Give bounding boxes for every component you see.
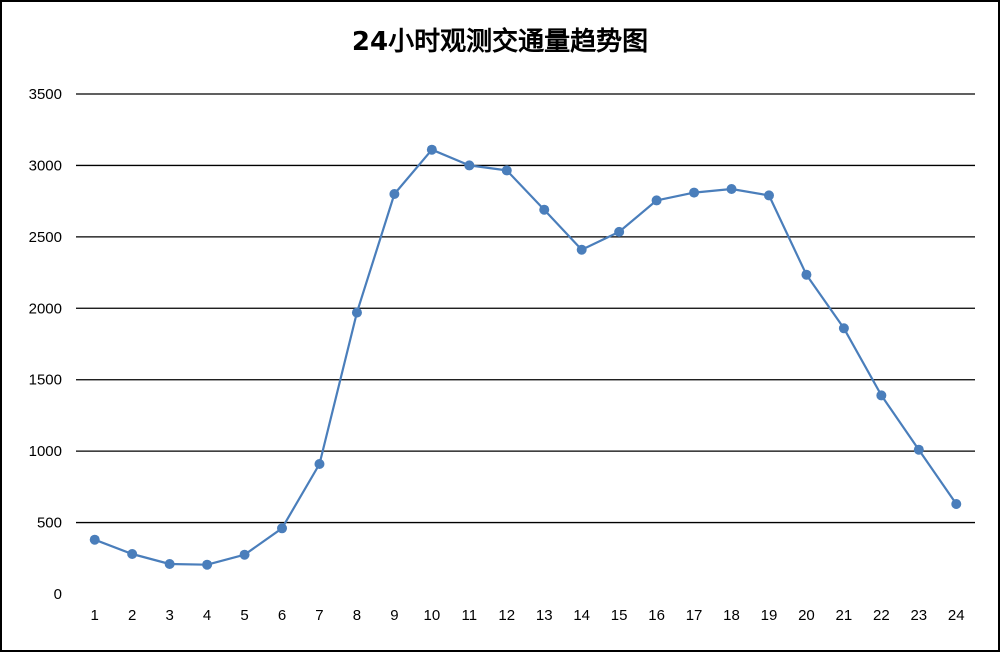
- x-tick-label: 13: [536, 607, 553, 624]
- data-point: [614, 226, 625, 237]
- y-tick-label: 500: [37, 515, 62, 532]
- data-point: [389, 189, 400, 199]
- data-point: [913, 444, 924, 455]
- x-tick-label: 16: [648, 607, 665, 624]
- y-tick-label: 1000: [29, 443, 62, 460]
- y-tick-label: 3000: [29, 157, 62, 174]
- data-point: [576, 244, 587, 255]
- x-tick-label: 18: [723, 607, 740, 624]
- x-tick-label: 6: [278, 607, 286, 624]
- x-tick-label: 7: [315, 607, 323, 624]
- x-tick-label: 21: [836, 607, 853, 624]
- x-tick-label: 24: [948, 607, 965, 624]
- y-axis-ticks: 0 500 1000 1500 2000 2500 3000 3500: [29, 86, 62, 603]
- x-tick-label: 9: [390, 607, 398, 624]
- data-point: [239, 549, 250, 560]
- data-point: [464, 160, 475, 171]
- data-point: [801, 269, 812, 280]
- x-tick-label: 17: [686, 607, 703, 624]
- data-point: [876, 390, 887, 401]
- x-tick-label: 4: [203, 607, 211, 624]
- x-tick-label: 15: [611, 607, 628, 624]
- data-point: [501, 165, 512, 176]
- data-point: [426, 144, 437, 155]
- y-tick-label: 0: [54, 586, 62, 603]
- x-tick-label: 12: [498, 607, 515, 624]
- data-point: [651, 195, 662, 206]
- x-tick-label: 2: [128, 607, 136, 624]
- x-tick-label: 8: [353, 607, 361, 624]
- y-tick-label: 2000: [29, 300, 62, 317]
- chart-title: 24小时观测交通量趋势图: [352, 26, 648, 57]
- data-point: [951, 499, 962, 509]
- data-point: [202, 559, 213, 570]
- gridlines: [76, 93, 975, 595]
- y-tick-label: 1500: [29, 372, 62, 389]
- data-point: [164, 559, 175, 569]
- x-tick-label: 10: [424, 607, 441, 624]
- x-tick-label: 19: [761, 607, 778, 624]
- x-tick-label: 23: [910, 607, 927, 624]
- x-tick-label: 1: [91, 607, 99, 624]
- data-point: [89, 534, 100, 545]
- x-tick-label: 5: [240, 607, 248, 624]
- data-point: [763, 190, 774, 201]
- data-point: [689, 187, 700, 198]
- data-point: [539, 204, 550, 215]
- x-tick-label: 11: [462, 607, 478, 624]
- series-line: [94, 148, 958, 566]
- x-axis-ticks: 1 2 3 4 5 6 7 8 9 10 11 12 13 14 15 16 17 18 19 20 21 22 23 24: [91, 607, 965, 624]
- x-tick-label: 14: [573, 607, 590, 624]
- x-tick-label: 22: [873, 607, 890, 624]
- data-point: [314, 459, 325, 469]
- data-point: [127, 549, 138, 559]
- series-group: [89, 144, 962, 570]
- x-tick-label: 20: [798, 607, 815, 624]
- data-point: [726, 184, 737, 194]
- data-point: [351, 307, 362, 318]
- data-point: [838, 323, 849, 334]
- x-tick-label: 3: [165, 607, 173, 624]
- data-point: [277, 523, 288, 534]
- y-tick-label: 2500: [29, 229, 62, 246]
- y-tick-label: 3500: [29, 86, 62, 103]
